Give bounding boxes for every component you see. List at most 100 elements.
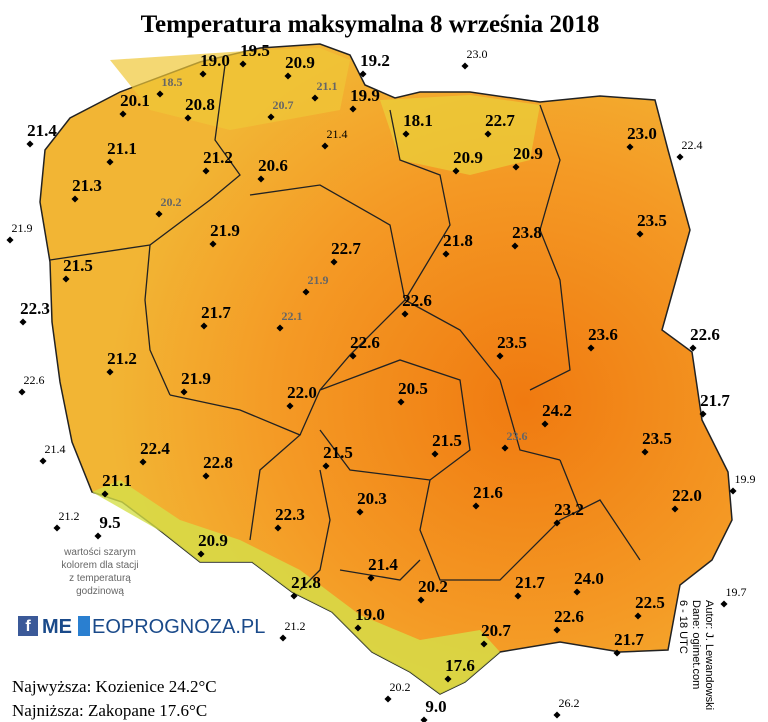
station-dot (484, 130, 492, 138)
station-value: 21.6 (473, 483, 503, 502)
station-dot (197, 550, 205, 558)
station-value: 21.7 (515, 573, 545, 592)
station-dot (553, 711, 561, 719)
station-dot (106, 158, 114, 166)
station-dot (431, 450, 439, 458)
station-value: 22.0 (672, 486, 702, 505)
note-line: wartości szarym (63, 547, 136, 558)
station-value: 20.3 (357, 489, 387, 508)
station-dot (71, 195, 79, 203)
station-dot (257, 175, 265, 183)
station-dot (311, 94, 319, 102)
station-dot (101, 490, 109, 498)
station-dot (452, 167, 460, 175)
station-dot (239, 60, 247, 68)
station-dot (119, 110, 127, 118)
station-labels: 19.0 19.5 20.9 19.2 20.1 20.8 19.9 18.1 22.7 23.0… (6, 41, 756, 722)
logo-text: ME (42, 616, 72, 638)
station-value: 24.2 (542, 401, 572, 420)
station-value: 21.9 (210, 221, 240, 240)
station-value: 18.1 (403, 111, 433, 130)
station-dot (209, 240, 217, 248)
station-dot (155, 210, 163, 218)
station-value: 22.0 (287, 383, 317, 402)
station-dot (553, 519, 561, 527)
station-dot (442, 250, 450, 258)
station-dot (6, 236, 14, 244)
station-dot (587, 344, 595, 352)
station-dot (354, 624, 362, 632)
station-dot (202, 167, 210, 175)
station-value: 22.4 (682, 138, 703, 152)
station-dot (356, 508, 364, 516)
station-dot (330, 258, 338, 266)
station-value: 19.9 (350, 86, 380, 105)
station-dot (267, 113, 275, 121)
station-value: 22.7 (485, 111, 515, 130)
station-dot (279, 634, 287, 642)
credit-line: 6 - 18 UTC (677, 600, 689, 654)
station-dot (641, 448, 649, 456)
station-dot (397, 398, 405, 406)
station-value: 21.2 (107, 349, 137, 368)
station-value: 22.8 (203, 453, 233, 472)
station-value: 23.0 (467, 47, 488, 61)
station-dot (321, 142, 329, 150)
station-dot (613, 649, 621, 657)
station-value: 21.4 (327, 127, 348, 141)
extreme-min: Najniższa: Zakopane 17.6°C (12, 701, 207, 720)
station-value: 22.6 (554, 607, 584, 626)
station-dot (472, 502, 480, 510)
station-value: 21.4 (27, 121, 57, 140)
credit-line: Autor: J. Lewandowski (703, 600, 715, 710)
station-value: 20.9 (198, 531, 228, 550)
station-value: 23.6 (507, 429, 528, 443)
station-value: 20.6 (258, 156, 288, 175)
station-dot (699, 410, 707, 418)
station-value: 23.2 (554, 500, 584, 519)
station-value: 19.0 (355, 605, 385, 624)
station-value: 23.5 (642, 429, 672, 448)
station-value: 21.2 (285, 619, 306, 633)
station-dot (636, 230, 644, 238)
logo-icon (18, 616, 38, 636)
station-value: 23.6 (588, 325, 618, 344)
station-value: 22.3 (20, 299, 50, 318)
station-value: 21.8 (291, 573, 321, 592)
station-value: 20.2 (390, 680, 411, 694)
station-dot (671, 505, 679, 513)
station-value: 22.6 (350, 333, 380, 352)
station-dot (496, 352, 504, 360)
station-value: 9.5 (99, 513, 120, 532)
station-dot (156, 90, 164, 98)
station-value: 21.7 (201, 303, 231, 322)
station-value: 21.3 (72, 176, 102, 195)
station-value: 19.9 (735, 472, 756, 486)
station-value: 21.5 (323, 443, 353, 462)
station-value: 21.8 (443, 231, 473, 250)
station-dot (349, 105, 357, 113)
station-value: 20.9 (453, 148, 483, 167)
station-dot (180, 388, 188, 396)
station-value: 21.7 (614, 630, 644, 649)
station-dot (480, 640, 488, 648)
station-value: 20.7 (481, 621, 511, 640)
station-value: 23.0 (627, 124, 657, 143)
station-dot (302, 288, 310, 296)
station-value: 21.9 (181, 369, 211, 388)
station-dot (184, 114, 192, 122)
station-value: 23.8 (512, 223, 542, 242)
station-value: 20.9 (285, 53, 315, 72)
station-value: 21.2 (59, 509, 80, 523)
station-dot (139, 458, 147, 466)
station-dot (199, 70, 207, 78)
station-value: 19.2 (360, 51, 390, 70)
title: Temperatura maksymalna 8 września 2018 (141, 11, 600, 38)
mountain-region (92, 480, 500, 694)
station-value: 19.0 (200, 51, 230, 70)
station-value: 23.5 (497, 333, 527, 352)
station-dot (106, 368, 114, 376)
logo-text: EOPROGNOZA.PL (92, 616, 265, 638)
